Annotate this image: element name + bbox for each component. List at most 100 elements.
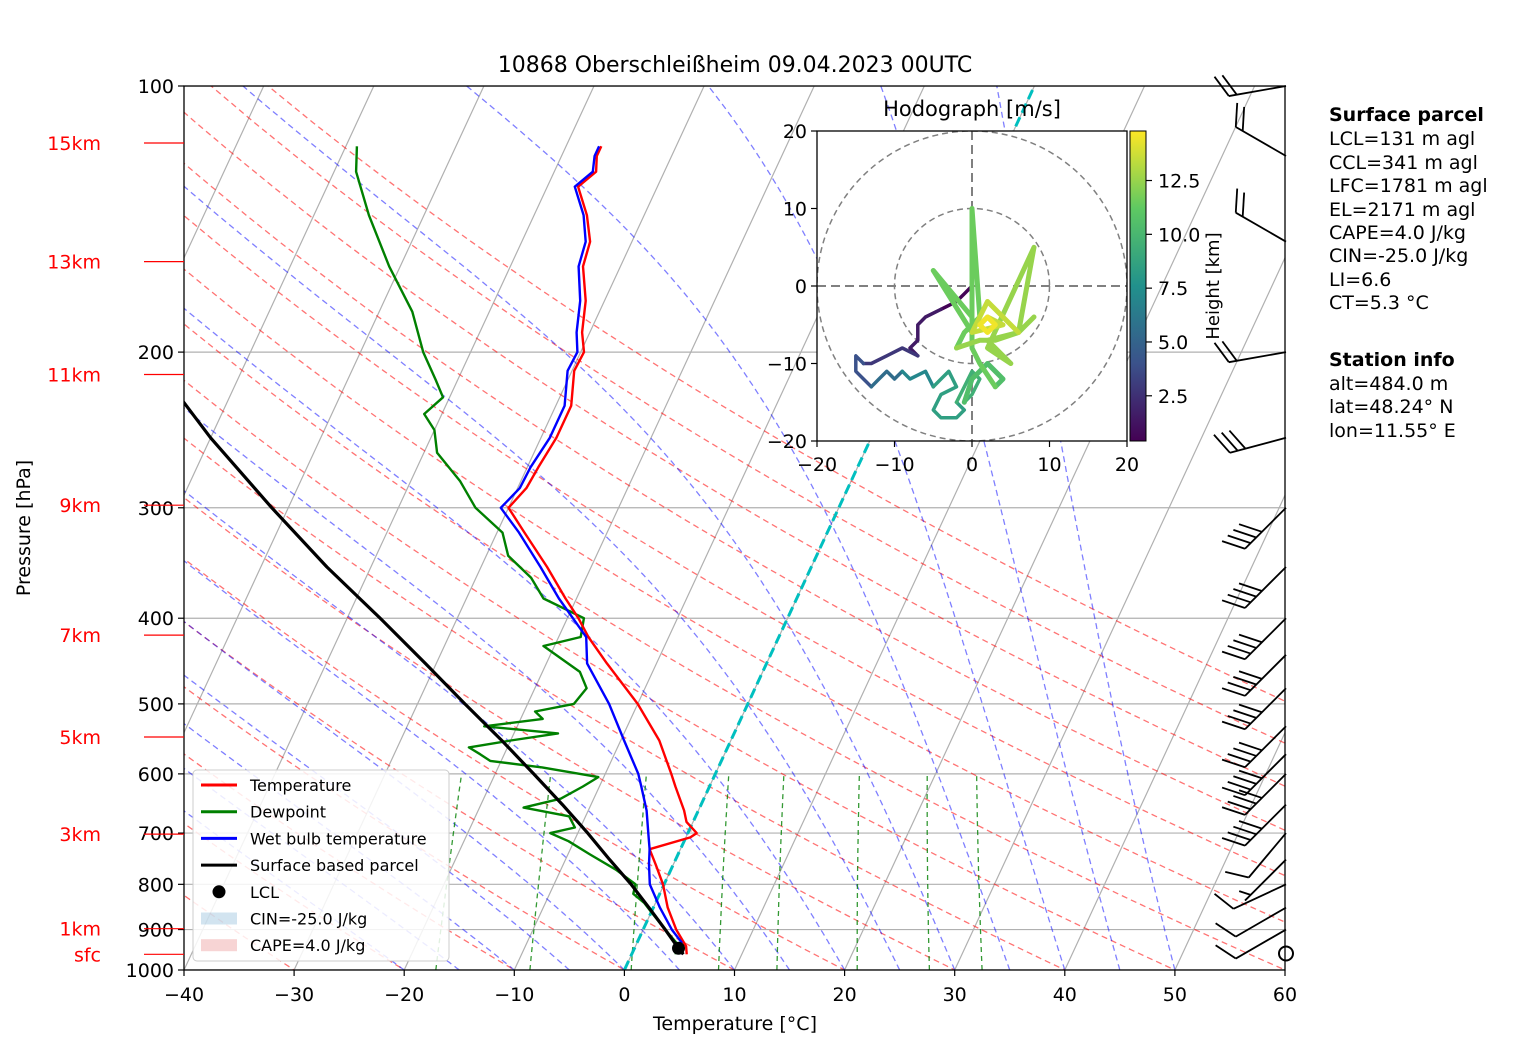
chart-title: 10868 Oberschleißheim 09.04.2023 00UTC [498, 53, 973, 78]
hodograph-y-tick-label: 0 [795, 276, 807, 298]
dry-adiabat [184, 268, 1285, 923]
hodograph-x-tick-label: 20 [1115, 454, 1139, 476]
x-tick-label: −10 [494, 984, 534, 1006]
y-tick-label: 400 [138, 608, 174, 630]
barb-shaft [1235, 906, 1287, 938]
barb-shaft [1248, 832, 1287, 879]
isotherm [403, 86, 815, 970]
colorbar-label: Height [km] [1203, 232, 1224, 339]
wetbulb-trace [499, 145, 684, 955]
barb-shaft [1244, 507, 1287, 550]
barb-feather [1213, 893, 1234, 910]
barb-feather [1238, 582, 1263, 592]
height-label: sfc [74, 944, 101, 966]
lcl-marker [672, 941, 686, 955]
hodograph-ticks: −20−20 −10 −10 0 0 10 10 20 20 [767, 121, 1139, 476]
mixing-ratio-line [435, 773, 463, 970]
wind-barb [1221, 687, 1287, 731]
surface-parcel-line: CT=5.3 °C [1329, 292, 1429, 314]
dry-adiabat [184, 214, 1285, 877]
wind-barb [1221, 507, 1287, 550]
mixing-ratio-line [976, 773, 983, 970]
barb-feather [1221, 837, 1246, 847]
hodograph-x-tick-label: −10 [874, 454, 914, 476]
x-tick-label: 40 [1053, 984, 1077, 1006]
dry-adiabat [184, 557, 847, 970]
isotherm [954, 256, 1285, 970]
hodograph-segment [908, 307, 943, 358]
barb-feather [1233, 676, 1257, 686]
barb-feather [1221, 687, 1246, 697]
height-label: 1km [59, 919, 101, 941]
x-tick-label: 30 [943, 984, 967, 1006]
mixing-ratio-line [926, 773, 931, 970]
colorbar-tick-label: 2.5 [1158, 386, 1188, 408]
legend-label: Dewpoint [250, 803, 326, 822]
colorbar-tick-label: 10.0 [1158, 224, 1200, 246]
x-tick-label: 60 [1273, 984, 1297, 1006]
barb-feather [1227, 534, 1251, 544]
isotherm [1064, 493, 1285, 970]
hodograph-y-tick-label: −20 [767, 431, 807, 453]
colorbar-tick-label: 5.0 [1158, 332, 1188, 354]
wind-barb [1221, 654, 1287, 697]
hodograph-title: Hodograph [m/s] [883, 97, 1061, 121]
surface-parcel-line: LFC=1781 m agl [1329, 175, 1488, 197]
hodograph-segment [900, 369, 936, 389]
barb-feather [1233, 709, 1257, 719]
hodograph-segment [869, 369, 905, 389]
hodograph-segment [977, 314, 998, 335]
hodograph-y-tick-label: 20 [783, 121, 807, 143]
barb-feather [1233, 528, 1257, 539]
wind-barb [1234, 188, 1287, 243]
wind-barb [1234, 102, 1287, 157]
wind-barb [1221, 566, 1287, 609]
barb-feather [1238, 789, 1263, 799]
x-tick-label: −20 [384, 984, 424, 1006]
wind-barbs [1213, 74, 1294, 962]
barb-shaft [1228, 351, 1287, 364]
colorbar [1129, 130, 1147, 442]
barb-shaft [1229, 436, 1287, 454]
wind-barb [1215, 928, 1287, 960]
mixing-ratio-line [717, 773, 730, 970]
dewpoint-trace [354, 146, 678, 955]
mixing-ratio-line [630, 773, 648, 970]
barb-feather [1233, 825, 1257, 836]
hodograph-x-tick-label: 10 [1037, 454, 1061, 476]
barb-feather [1233, 747, 1257, 757]
barb-feather [1233, 588, 1257, 598]
y-tick-label: 900 [138, 920, 174, 942]
x-axis-label: Temperature [°C] [652, 1013, 817, 1035]
wind-barb [1221, 725, 1287, 769]
isotherm [184, 86, 485, 735]
mixing-ratio-line [776, 773, 785, 970]
barb-shaft [1244, 687, 1287, 730]
barb-feather [1227, 753, 1251, 763]
barb-feather [1221, 720, 1246, 731]
calm-circle [1278, 945, 1294, 962]
legend-label: CAPE=4.0 J/kg [250, 936, 365, 955]
barb-feather [1221, 650, 1246, 661]
hodograph-x-tick-label: 0 [966, 454, 978, 476]
wind-barb [1221, 753, 1287, 797]
dry-adiabat [184, 162, 1285, 831]
barb-feather [1221, 432, 1239, 452]
y-tick-label: 800 [138, 874, 174, 896]
legend-swatch-patch [201, 939, 237, 952]
surface-parcel-line: CIN=-25.0 J/kg [1329, 245, 1468, 267]
barb-feather [1213, 342, 1230, 363]
barb-shaft [1244, 725, 1287, 768]
barb-feather [1221, 599, 1246, 609]
dry-adiabat [184, 111, 1285, 787]
colorbar-ticks: 2.5 5.0 7.5 10.0 12.5 [1146, 171, 1200, 408]
hodograph-inset: Hodograph [m/s] −20−20 −10 −10 0 0 10 10 20 20 2… [767, 97, 1224, 476]
barb-shaft [1244, 753, 1287, 796]
barb-shaft [1235, 928, 1287, 960]
barb-feather [1221, 340, 1238, 362]
barb-feather [1238, 670, 1263, 680]
hodograph-segment [861, 346, 920, 366]
barb-feather [1221, 540, 1246, 550]
barb-feather [1227, 831, 1251, 841]
hodograph-y-tick-label: 10 [783, 199, 807, 221]
